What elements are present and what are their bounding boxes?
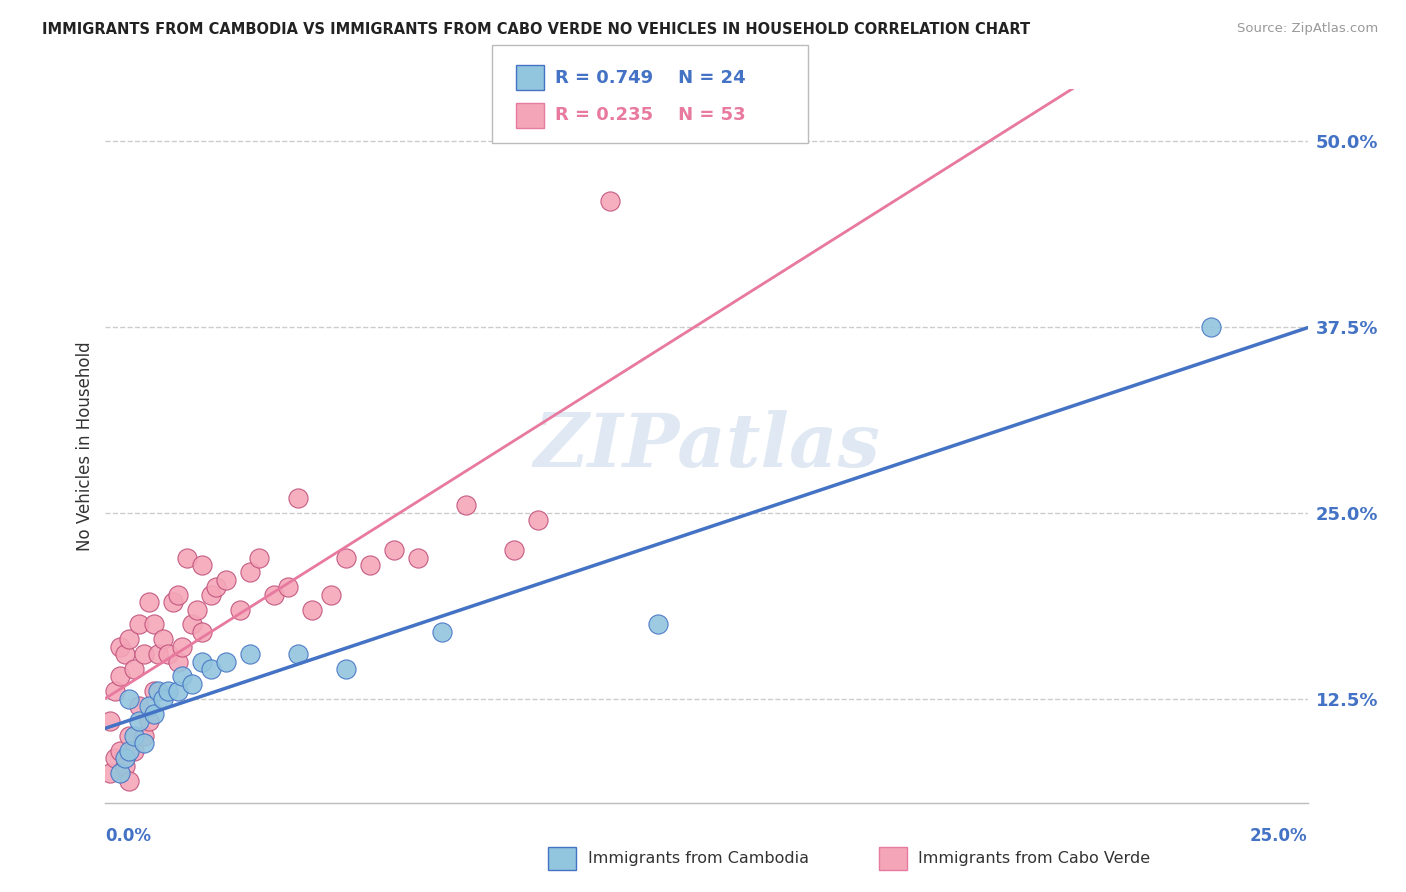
Point — [200, 662, 222, 676]
Point — [599, 194, 621, 208]
Text: 0.0%: 0.0% — [105, 827, 152, 845]
Point — [114, 647, 136, 661]
Point — [132, 647, 155, 661]
Point — [277, 580, 299, 594]
Point — [114, 751, 136, 765]
Text: ZIPatlas: ZIPatlas — [533, 409, 880, 483]
Point — [166, 588, 188, 602]
Point — [321, 588, 343, 602]
Point — [190, 558, 212, 572]
Point — [128, 699, 150, 714]
Point — [503, 543, 526, 558]
Point — [118, 773, 141, 788]
Point — [214, 655, 236, 669]
Point — [166, 655, 188, 669]
Point — [190, 655, 212, 669]
Point — [142, 706, 165, 721]
Point — [148, 684, 170, 698]
Text: Immigrants from Cambodia: Immigrants from Cambodia — [588, 851, 808, 866]
Point — [229, 602, 252, 616]
Point — [247, 550, 270, 565]
Point — [214, 573, 236, 587]
Point — [181, 677, 204, 691]
Point — [205, 580, 228, 594]
Point — [287, 491, 309, 505]
Text: R = 0.749    N = 24: R = 0.749 N = 24 — [555, 69, 747, 87]
Point — [454, 499, 477, 513]
Point — [200, 588, 222, 602]
Point — [335, 662, 357, 676]
Point — [239, 566, 262, 580]
Point — [124, 662, 146, 676]
Point — [181, 617, 204, 632]
Point — [128, 617, 150, 632]
Point — [124, 744, 146, 758]
Point — [108, 744, 131, 758]
Point — [382, 543, 405, 558]
Text: Immigrants from Cabo Verde: Immigrants from Cabo Verde — [918, 851, 1150, 866]
Point — [104, 751, 127, 765]
Point — [172, 640, 194, 654]
Point — [152, 691, 174, 706]
Point — [118, 729, 141, 743]
Y-axis label: No Vehicles in Household: No Vehicles in Household — [76, 341, 94, 551]
Point — [132, 729, 155, 743]
Point — [186, 602, 208, 616]
Point — [138, 699, 160, 714]
Text: 25.0%: 25.0% — [1250, 827, 1308, 845]
Point — [124, 729, 146, 743]
Point — [108, 669, 131, 683]
Point — [108, 766, 131, 780]
Point — [263, 588, 285, 602]
Point — [118, 632, 141, 647]
Point — [138, 714, 160, 728]
Point — [287, 647, 309, 661]
Point — [190, 624, 212, 639]
Point — [301, 602, 323, 616]
Point — [98, 714, 121, 728]
Point — [152, 632, 174, 647]
Point — [156, 684, 179, 698]
Point — [118, 691, 141, 706]
Point — [148, 647, 170, 661]
Point — [142, 684, 165, 698]
Point — [156, 647, 179, 661]
Point — [108, 640, 131, 654]
Point — [118, 744, 141, 758]
Point — [128, 714, 150, 728]
Point — [335, 550, 357, 565]
Point — [647, 617, 669, 632]
Point — [359, 558, 381, 572]
Text: Source: ZipAtlas.com: Source: ZipAtlas.com — [1237, 22, 1378, 36]
Point — [406, 550, 429, 565]
Point — [430, 624, 453, 639]
Point — [166, 684, 188, 698]
Point — [98, 766, 121, 780]
Point — [172, 669, 194, 683]
Point — [114, 758, 136, 772]
Text: IMMIGRANTS FROM CAMBODIA VS IMMIGRANTS FROM CABO VERDE NO VEHICLES IN HOUSEHOLD : IMMIGRANTS FROM CAMBODIA VS IMMIGRANTS F… — [42, 22, 1031, 37]
Point — [239, 647, 262, 661]
Point — [132, 736, 155, 750]
Point — [527, 513, 550, 527]
Point — [1201, 320, 1223, 334]
Point — [138, 595, 160, 609]
Point — [104, 684, 127, 698]
Point — [162, 595, 184, 609]
Point — [176, 550, 198, 565]
Point — [142, 617, 165, 632]
Text: R = 0.235    N = 53: R = 0.235 N = 53 — [555, 106, 747, 124]
